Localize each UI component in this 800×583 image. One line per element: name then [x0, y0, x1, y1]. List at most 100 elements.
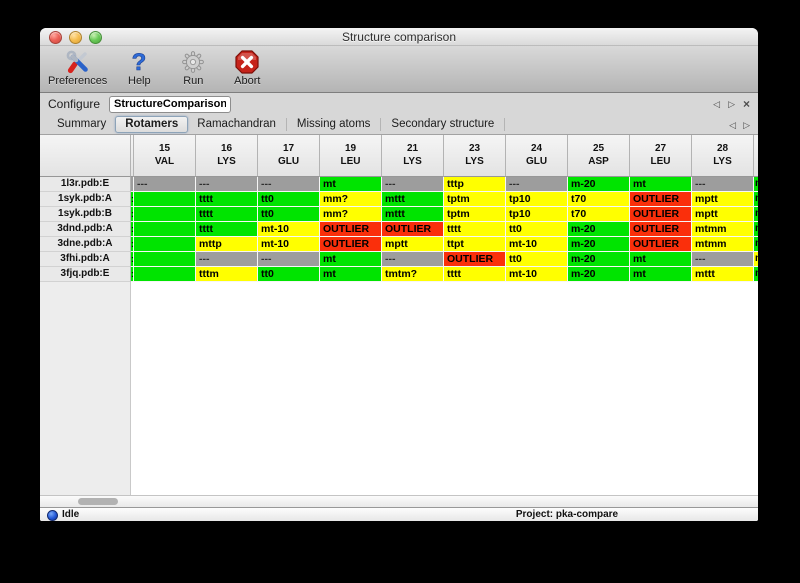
rotamer-cell[interactable]	[134, 252, 196, 267]
column-header[interactable]: 21 LYS	[382, 135, 444, 177]
rotamer-cell[interactable]	[134, 207, 196, 222]
rotamer-cell[interactable]: OUTLIER	[382, 222, 444, 237]
rotamer-cell[interactable]: mt	[320, 252, 382, 267]
rotamer-cell[interactable]: mm?	[320, 207, 382, 222]
rotamer-cell[interactable]: mtmm	[692, 237, 754, 252]
rotamer-cell[interactable]: m-20	[568, 222, 630, 237]
rotamer-cell[interactable]: ---	[692, 177, 754, 192]
rotamer-cell[interactable]: ---	[258, 252, 320, 267]
minimize-window-button[interactable]	[69, 31, 82, 44]
row-label[interactable]: 3dne.pdb:A	[40, 237, 131, 252]
rotamer-cell[interactable]	[134, 237, 196, 252]
rotamer-cell[interactable]: ---	[506, 177, 568, 192]
rotamer-cell[interactable]: ---	[382, 177, 444, 192]
rotamer-cell[interactable]: ---	[692, 252, 754, 267]
rotamer-cell[interactable]: OUTLIER	[630, 222, 692, 237]
rotamer-cell[interactable]: ---	[196, 177, 258, 192]
column-header[interactable]: 25 ASP	[568, 135, 630, 177]
rotamer-cell[interactable]	[134, 192, 196, 207]
rotamer-cell[interactable]	[134, 222, 196, 237]
rotamer-cell[interactable]: mtmm	[692, 222, 754, 237]
rotamer-cell[interactable]: OUTLIER	[320, 237, 382, 252]
tab-rotamers[interactable]: Rotamers	[115, 116, 189, 133]
column-header[interactable]: 19 LEU	[320, 135, 382, 177]
rotamer-cell[interactable]: mt-10	[506, 237, 568, 252]
column-header[interactable]: 23 LYS	[444, 135, 506, 177]
tab-secondary-structure[interactable]: Secondary structure	[391, 118, 495, 130]
prev-configure-icon[interactable]: ◁	[713, 99, 721, 109]
rotamer-cell[interactable]: mt	[630, 177, 692, 192]
rotamer-cell[interactable]: tt0	[258, 207, 320, 222]
rotamer-cell[interactable]: OUTLIER	[630, 192, 692, 207]
next-configure-icon[interactable]: ▷	[728, 99, 735, 109]
rotamer-cell[interactable]: ttpt	[444, 237, 506, 252]
rotamer-cell[interactable]: mttp	[196, 237, 258, 252]
zoom-window-button[interactable]	[89, 31, 102, 44]
rotamer-cell[interactable]: mptt	[382, 237, 444, 252]
rotamer-cell[interactable]: tttt	[444, 222, 506, 237]
row-label[interactable]: 3fhi.pdb:A	[40, 252, 131, 267]
title-bar[interactable]: Structure comparison	[40, 28, 758, 46]
rotamer-cell[interactable]: tt0	[506, 252, 568, 267]
rotamer-cell[interactable]: tttt	[196, 222, 258, 237]
rotamer-cell[interactable]: tt0	[506, 222, 568, 237]
rotamer-cell[interactable]: m-20	[568, 177, 630, 192]
configure-name-input[interactable]	[109, 95, 232, 113]
rotamer-cell[interactable]: tmtm?	[382, 267, 444, 282]
prev-tab-icon[interactable]: ◁	[729, 119, 737, 130]
abort-button[interactable]: Abort	[225, 48, 269, 87]
column-header[interactable]: 24 GLU	[506, 135, 568, 177]
close-configure-icon[interactable]: ×	[742, 97, 750, 111]
rotamer-cell[interactable]: tttt	[444, 267, 506, 282]
row-label[interactable]: 3fjq.pdb:E	[40, 267, 131, 282]
help-button[interactable]: ? Help	[117, 48, 161, 88]
horizontal-scrollbar-thumb[interactable]	[78, 498, 118, 505]
rotamer-cell[interactable]: mt	[630, 267, 692, 282]
rotamer-cell[interactable]: tt0	[258, 192, 320, 207]
rotamer-cell[interactable]: tttt	[196, 192, 258, 207]
row-label[interactable]: 3dnd.pdb:A	[40, 222, 131, 237]
next-tab-icon[interactable]: ▷	[743, 119, 750, 130]
rotamer-cell[interactable]: t70	[568, 192, 630, 207]
preferences-button[interactable]: Preferences	[48, 48, 107, 87]
rotamer-cell[interactable]: OUTLIER	[320, 222, 382, 237]
rotamer-cell[interactable]: mm?	[320, 192, 382, 207]
tab-ramachandran[interactable]: Ramachandran	[197, 118, 276, 130]
run-button[interactable]: Run	[171, 48, 215, 87]
rotamer-cell[interactable]: mt-10	[506, 267, 568, 282]
rotamer-cell[interactable]: OUTLIER	[444, 252, 506, 267]
rotamer-cell[interactable]	[134, 267, 196, 282]
tab-summary[interactable]: Summary	[57, 118, 107, 130]
rotamer-cell[interactable]: mttt	[692, 267, 754, 282]
rotamer-cell[interactable]: tptm	[444, 207, 506, 222]
rotamer-cell[interactable]: tttm	[196, 267, 258, 282]
rotamer-cell[interactable]: mt	[320, 267, 382, 282]
rotamer-cell[interactable]: m-20	[568, 237, 630, 252]
rotamer-cell[interactable]: tt0	[258, 267, 320, 282]
rotamer-cell[interactable]: tttt	[196, 207, 258, 222]
column-header[interactable]: 28 LYS	[692, 135, 754, 177]
tab-missing-atoms[interactable]: Missing atoms	[296, 118, 371, 130]
row-label[interactable]: 1l3r.pdb:E	[40, 177, 131, 192]
rotamer-cell[interactable]: mttt	[382, 192, 444, 207]
close-window-button[interactable]	[49, 31, 62, 44]
rotamer-cell[interactable]: m-20	[568, 252, 630, 267]
rotamer-cell[interactable]: tp10	[506, 192, 568, 207]
rotamer-cell[interactable]: m-20	[568, 267, 630, 282]
column-header[interactable]: 16 LYS	[196, 135, 258, 177]
rotamer-cell[interactable]: ---	[196, 252, 258, 267]
column-header[interactable]: 15 VAL	[134, 135, 196, 177]
rotamer-cell[interactable]: t70	[568, 207, 630, 222]
rotamer-cell[interactable]: tp10	[506, 207, 568, 222]
rotamer-cell[interactable]: ---	[382, 252, 444, 267]
rotamer-cell[interactable]: ---	[258, 177, 320, 192]
rotamer-cell[interactable]: mptt	[692, 207, 754, 222]
rotamer-cell[interactable]: tptm	[444, 192, 506, 207]
rotamer-cell[interactable]: tttp	[444, 177, 506, 192]
row-label[interactable]: 1syk.pdb:B	[40, 207, 131, 222]
column-header[interactable]: 17 GLU	[258, 135, 320, 177]
rotamer-cell[interactable]: OUTLIER	[630, 237, 692, 252]
rotamer-cell[interactable]: mt	[320, 177, 382, 192]
rotamer-cell[interactable]: mt-10	[258, 222, 320, 237]
rotamer-cell[interactable]: mptt	[692, 192, 754, 207]
